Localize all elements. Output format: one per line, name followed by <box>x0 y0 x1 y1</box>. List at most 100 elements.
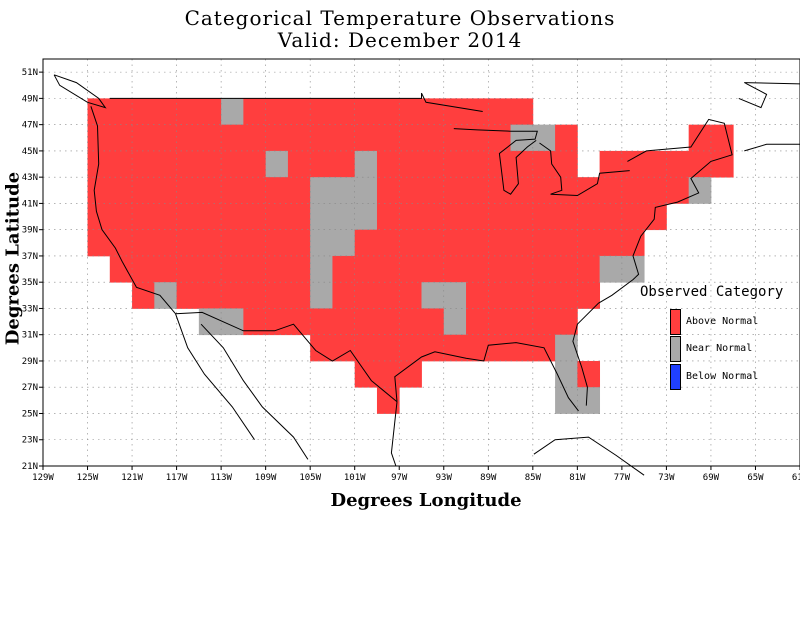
y-tick-label: 51N <box>22 68 38 78</box>
category-cell <box>376 203 667 231</box>
y-tick-label: 39N <box>22 226 38 236</box>
y-tick-label: 47N <box>22 121 38 131</box>
x-tick-label: 61W <box>792 473 800 483</box>
category-cell <box>376 387 400 414</box>
legend-swatch-near <box>670 336 681 362</box>
legend-title: Observed Category <box>640 284 784 300</box>
category-cell <box>443 308 467 336</box>
category-cell <box>310 177 378 204</box>
category-cell <box>176 282 311 309</box>
x-tick-label: 117W <box>166 473 188 483</box>
y-axis-label: Degrees Latitude <box>2 171 24 346</box>
coastline <box>453 128 538 195</box>
category-cell <box>510 124 556 152</box>
category-cell <box>466 308 578 336</box>
category-cell <box>376 177 690 204</box>
coastline <box>390 401 398 467</box>
legend-label-above: Above Normal <box>686 316 759 327</box>
category-cell <box>555 360 578 388</box>
x-tick-label: 109W <box>255 473 277 483</box>
category-cell <box>87 229 311 257</box>
y-tick-label: 27N <box>22 383 38 393</box>
legend-swatch-above <box>670 309 681 335</box>
y-tick-label: 23N <box>22 436 38 446</box>
plot-frame <box>42 58 800 467</box>
y-tick-label: 25N <box>22 409 38 419</box>
category-cell <box>87 98 222 126</box>
x-tick-label: 121W <box>121 473 143 483</box>
category-cell <box>87 124 511 152</box>
x-tick-label: 81W <box>569 473 586 483</box>
category-cell <box>243 98 534 126</box>
category-cell <box>310 255 333 283</box>
x-tick-label: 93W <box>436 473 453 483</box>
y-tick-label: 43N <box>22 173 38 183</box>
category-cell <box>154 282 177 309</box>
category-cells <box>87 98 734 414</box>
coastline <box>533 436 645 476</box>
x-tick-label: 97W <box>391 473 408 483</box>
category-cell <box>555 124 578 152</box>
legend-label-near: Near Normal <box>686 343 753 354</box>
x-tick-label: 85W <box>525 473 542 483</box>
x-ticks: 129W 125W 121W 117W 113W 109W 105W 101W 97W 93W 89… <box>32 466 800 483</box>
chart-subtitle: Valid: December 2014 <box>277 28 523 52</box>
coastline <box>572 118 733 406</box>
category-cell <box>310 334 556 362</box>
y-tick-label: 33N <box>22 304 38 314</box>
coastline <box>109 92 483 112</box>
x-tick-label: 125W <box>77 473 99 483</box>
category-cell <box>354 360 422 388</box>
category-cell <box>555 334 578 362</box>
category-cell <box>132 282 155 309</box>
y-tick-label: 35N <box>22 278 38 288</box>
category-cell <box>310 203 378 231</box>
category-cell <box>265 150 289 178</box>
category-cell <box>310 229 356 257</box>
category-cell <box>354 150 378 178</box>
y-tick-label: 29N <box>22 357 38 367</box>
category-cell <box>332 255 601 283</box>
category-cell <box>87 203 311 231</box>
coastline <box>200 323 309 460</box>
x-tick-label: 105W <box>299 473 321 483</box>
x-tick-label: 65W <box>747 473 764 483</box>
y-tick-label: 21N <box>22 462 38 472</box>
category-cell <box>577 360 601 388</box>
legend-label-below: Below Normal <box>686 371 759 382</box>
y-tick-label: 49N <box>22 94 38 104</box>
y-ticks: 21N 23N 25N 27N 29N 31N 33N 35N 37N 39N 41N 43N 45N 4… <box>22 68 43 472</box>
x-tick-label: 113W <box>210 473 232 483</box>
category-cell <box>354 229 645 257</box>
legend-swatch-below <box>670 364 681 390</box>
coastline <box>738 82 800 109</box>
coastline <box>53 74 107 109</box>
coastline <box>394 342 579 412</box>
category-cell <box>332 282 422 309</box>
x-tick-label: 69W <box>703 473 720 483</box>
x-tick-label: 101W <box>344 473 366 483</box>
chart-title: Categorical Temperature Observations <box>184 6 616 30</box>
x-tick-label: 77W <box>614 473 631 483</box>
coastline <box>175 313 255 440</box>
category-cell <box>243 308 445 336</box>
coastline <box>744 143 800 152</box>
category-cell <box>109 255 311 283</box>
coastline <box>90 106 176 315</box>
y-tick-label: 31N <box>22 331 38 341</box>
category-cell <box>221 98 244 126</box>
y-tick-label: 37N <box>22 252 38 262</box>
y-tick-label: 41N <box>22 199 38 209</box>
category-cell <box>287 150 356 178</box>
x-tick-label: 89W <box>480 473 497 483</box>
category-cell <box>310 282 333 309</box>
x-tick-label: 129W <box>32 473 54 483</box>
y-tick-label: 45N <box>22 147 38 157</box>
category-cell <box>87 177 311 204</box>
coastlines <box>53 74 800 476</box>
category-cell <box>376 150 578 178</box>
coastline <box>175 311 398 403</box>
x-axis-label: Degrees Longitude <box>330 490 522 511</box>
x-tick-label: 73W <box>658 473 675 483</box>
